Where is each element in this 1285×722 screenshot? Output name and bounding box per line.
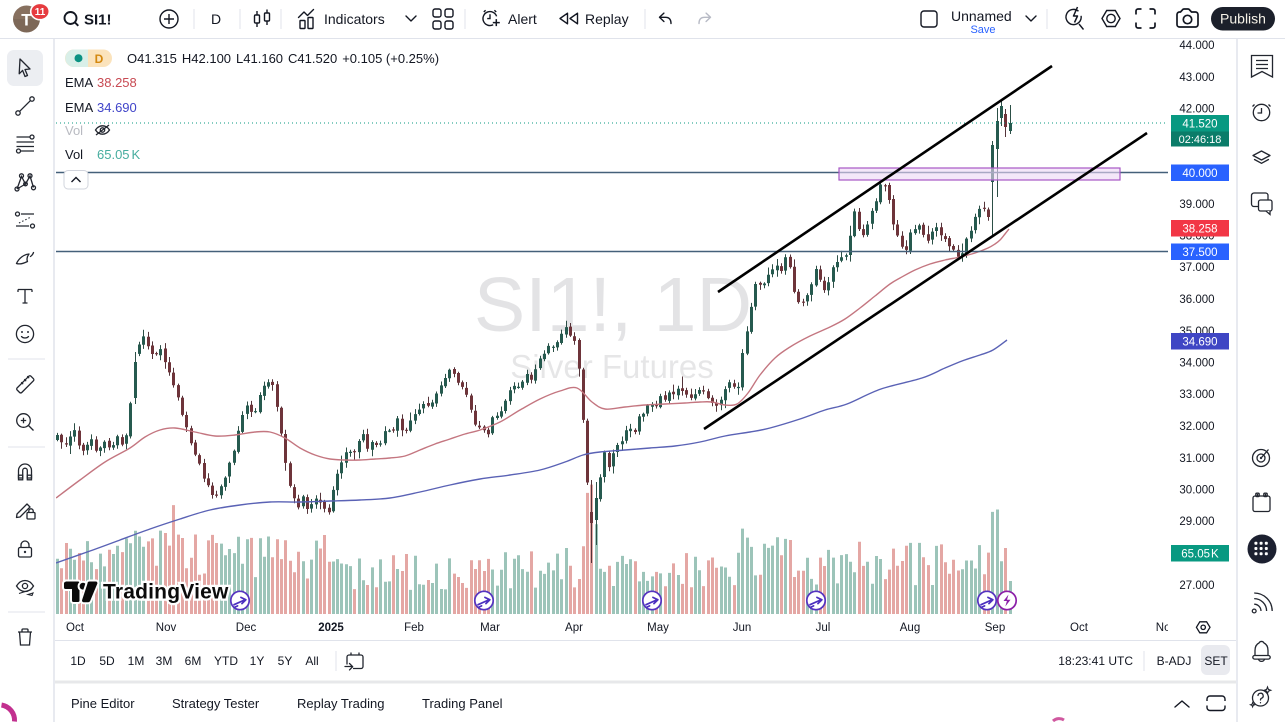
svg-text:5Y: 5Y	[278, 654, 293, 668]
svg-text:1Y: 1Y	[250, 654, 265, 668]
svg-text:Jul: Jul	[816, 622, 831, 634]
svg-text:2025: 2025	[318, 622, 344, 634]
svg-text:27.000: 27.000	[1179, 580, 1214, 592]
svg-text:37.500: 37.500	[1182, 247, 1217, 259]
svg-text:Unnamed: Unnamed	[951, 8, 1012, 24]
svg-text:EMA: EMA	[65, 100, 94, 115]
svg-text:Nov: Nov	[1156, 622, 1177, 634]
svg-text:5D: 5D	[99, 654, 115, 668]
svg-text:30.000: 30.000	[1179, 485, 1214, 497]
svg-text:40.000: 40.000	[1182, 168, 1217, 180]
svg-text:Vol: Vol	[65, 147, 83, 162]
svg-text:34.000: 34.000	[1179, 358, 1214, 370]
svg-text:37.000: 37.000	[1179, 262, 1214, 274]
svg-text:1D: 1D	[70, 654, 86, 668]
svg-text:Indicators: Indicators	[324, 11, 385, 27]
svg-text:Oct: Oct	[66, 622, 85, 634]
svg-text:TradingView: TradingView	[103, 581, 229, 604]
svg-text:Trading Panel: Trading Panel	[422, 696, 503, 711]
svg-text:6M: 6M	[185, 654, 202, 668]
svg-text:Save: Save	[970, 24, 995, 36]
svg-text:B-ADJ: B-ADJ	[1157, 654, 1192, 668]
svg-text:38.258: 38.258	[97, 75, 137, 90]
svg-text:3M: 3M	[156, 654, 173, 668]
svg-text:D: D	[95, 52, 104, 66]
svg-text:65.05K: 65.05K	[97, 147, 141, 162]
svg-text:42.000: 42.000	[1179, 104, 1214, 116]
svg-text:44.000: 44.000	[1179, 40, 1214, 52]
svg-text:May: May	[647, 622, 669, 634]
svg-text:Jun: Jun	[733, 622, 752, 634]
svg-text:34.690: 34.690	[1182, 337, 1217, 349]
svg-text:YTD: YTD	[214, 654, 238, 668]
svg-text:39.000: 39.000	[1179, 199, 1214, 211]
svg-text:Replay Trading: Replay Trading	[297, 696, 384, 711]
svg-text:Oct: Oct	[1070, 622, 1089, 634]
svg-text:02:46:18: 02:46:18	[1179, 134, 1222, 146]
svg-text:Pine Editor: Pine Editor	[71, 696, 135, 711]
svg-text:18:23:41 UTC: 18:23:41 UTC	[1058, 654, 1133, 668]
svg-text:1M: 1M	[128, 654, 145, 668]
svg-text:41.520: 41.520	[1182, 119, 1217, 131]
svg-text:SI1!: SI1!	[84, 12, 112, 29]
svg-text:33.000: 33.000	[1179, 389, 1214, 401]
svg-text:11: 11	[35, 7, 46, 18]
svg-text:32.000: 32.000	[1179, 421, 1214, 433]
svg-text:Sep: Sep	[985, 622, 1005, 634]
svg-text:29.000: 29.000	[1179, 516, 1214, 528]
svg-text:Alert: Alert	[508, 11, 537, 27]
svg-text:SET: SET	[1204, 654, 1228, 668]
svg-text:Nov: Nov	[156, 622, 177, 634]
svg-text:SI1!, 1D: SI1!, 1D	[474, 262, 752, 348]
svg-text:Replay: Replay	[585, 11, 629, 27]
svg-text:31.000: 31.000	[1179, 453, 1214, 465]
svg-text:Feb: Feb	[404, 622, 424, 634]
svg-text:Dec: Dec	[236, 622, 257, 634]
svg-text:Strategy Tester: Strategy Tester	[172, 696, 260, 711]
svg-text:Aug: Aug	[900, 622, 920, 634]
svg-text:36.000: 36.000	[1179, 294, 1214, 306]
svg-text:EMA: EMA	[65, 75, 94, 90]
svg-text:T: T	[21, 11, 32, 30]
svg-text:43.000: 43.000	[1179, 72, 1214, 84]
svg-text:All: All	[305, 654, 318, 668]
svg-text:Mar: Mar	[480, 622, 500, 634]
svg-text:38.258: 38.258	[1182, 224, 1217, 236]
svg-text:D: D	[211, 11, 221, 27]
svg-text:Vol: Vol	[65, 123, 83, 138]
svg-text:34.690: 34.690	[97, 100, 137, 115]
svg-text:Publish: Publish	[1220, 11, 1266, 27]
svg-text:65.05K: 65.05K	[1181, 549, 1219, 561]
svg-text:Apr: Apr	[565, 622, 583, 634]
